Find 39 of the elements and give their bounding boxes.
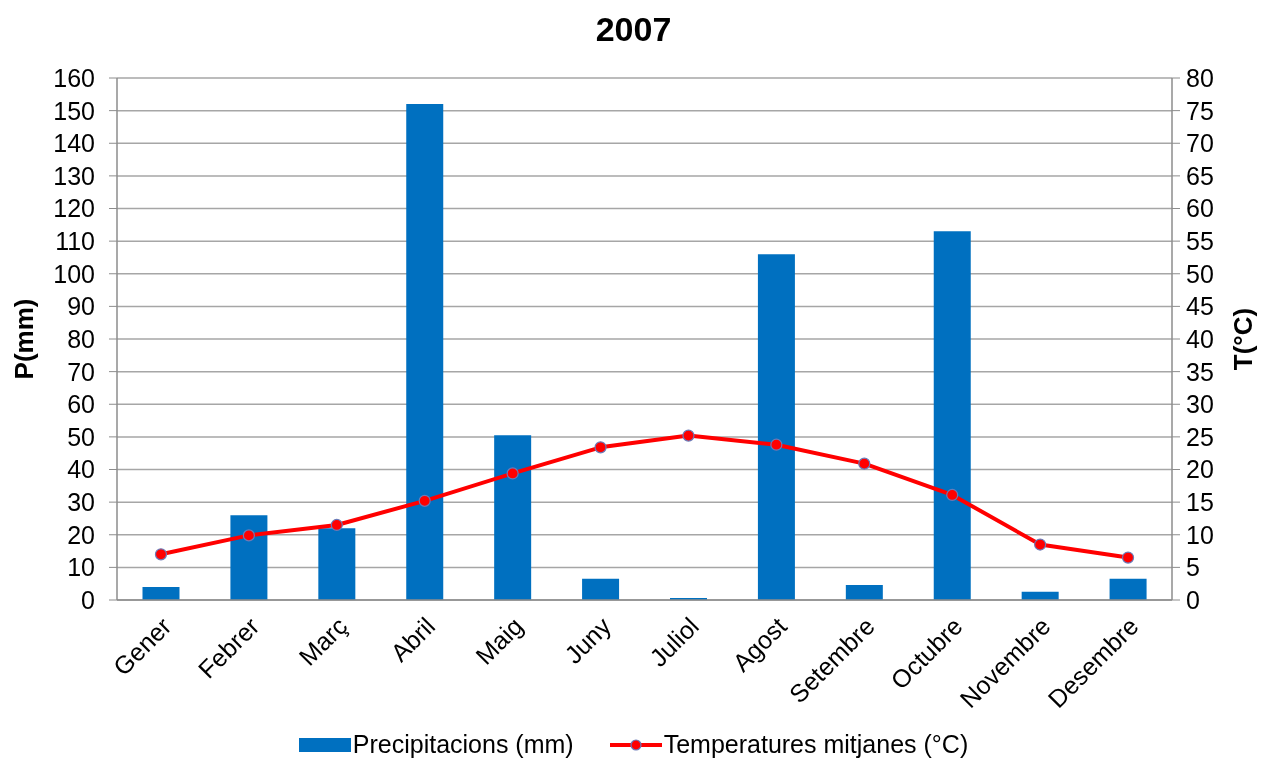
y-tick-label: 150 bbox=[53, 96, 95, 125]
y2-tick-label: 0 bbox=[1186, 585, 1200, 614]
y2-tick-label: 50 bbox=[1186, 259, 1214, 288]
y2-tick-label: 55 bbox=[1186, 227, 1214, 255]
y2-tick-label: 65 bbox=[1186, 161, 1214, 190]
y-tick-label: 120 bbox=[53, 194, 95, 223]
legend-label: Temperatures mitjanes (°C) bbox=[663, 730, 969, 759]
y-tick-label: 80 bbox=[67, 324, 95, 353]
y2-axis-title: T(°C) bbox=[1228, 307, 1258, 371]
y2-tick-label: 75 bbox=[1186, 96, 1214, 125]
y2-tick-label: 70 bbox=[1186, 129, 1214, 158]
y-tick-label: 40 bbox=[67, 455, 95, 484]
y-tick-label: 30 bbox=[67, 488, 95, 516]
y-tick-label: 0 bbox=[81, 585, 95, 614]
chart-title: 2007 bbox=[594, 10, 673, 49]
y-tick-label: 70 bbox=[67, 357, 95, 386]
y-tick-label: 110 bbox=[55, 227, 95, 255]
y-tick-label: 160 bbox=[53, 63, 95, 92]
y2-tick-label: 10 bbox=[1186, 520, 1214, 549]
y2-tick-label: 25 bbox=[1186, 422, 1214, 451]
y2-tick-label: 5 bbox=[1186, 553, 1200, 582]
y2-tick-label: 60 bbox=[1186, 194, 1214, 223]
y2-tick-label: 30 bbox=[1186, 390, 1214, 419]
y2-tick-label: 40 bbox=[1186, 324, 1214, 353]
y-tick-label: 100 bbox=[53, 259, 95, 288]
y-tick-label: 20 bbox=[67, 520, 95, 549]
y2-tick-label: 20 bbox=[1186, 455, 1214, 484]
y-tick-label: 60 bbox=[67, 390, 95, 419]
legend-label: Precipitacions (mm) bbox=[352, 730, 574, 759]
y2-tick-label: 80 bbox=[1186, 63, 1214, 92]
y-tick-label: 90 bbox=[67, 292, 95, 321]
y-tick-label: 10 bbox=[67, 553, 95, 582]
y-tick-label: 140 bbox=[53, 129, 95, 158]
y2-tick-label: 45 bbox=[1186, 292, 1214, 321]
y-axis-title: P(mm) bbox=[9, 298, 39, 380]
y-tick-label: 50 bbox=[67, 422, 95, 451]
y2-tick-label: 15 bbox=[1186, 488, 1214, 516]
y-tick-label: 130 bbox=[53, 161, 95, 190]
y2-tick-label: 35 bbox=[1186, 357, 1214, 386]
